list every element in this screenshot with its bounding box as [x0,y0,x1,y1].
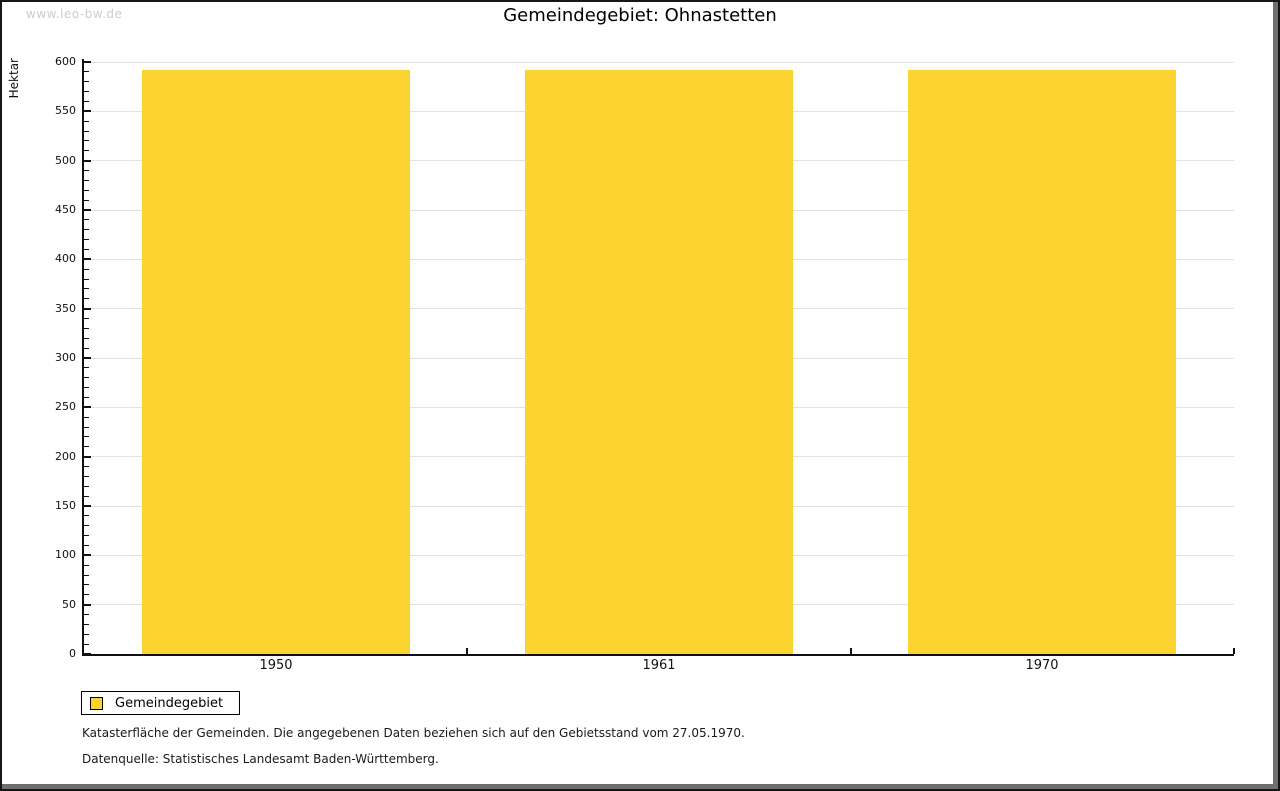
y-axis-tick-label: 50 [62,597,76,611]
y-axis-minor-tick [84,495,89,497]
y-axis-minor-tick [84,189,89,191]
y-axis-tick-label: 450 [55,203,76,216]
y-axis-tick-label: 200 [55,449,76,463]
y-axis-major-tick [84,653,91,655]
y-axis-tick-label: 400 [55,252,76,266]
bar-1961 [525,69,793,654]
y-axis-minor-tick [84,239,89,241]
y-axis-tick-label: 550 [55,104,76,118]
y-axis-minor-tick [84,150,89,152]
chart-title: Gemeindegebiet: Ohnastetten [503,5,777,26]
y-axis-tick-label: 500 [55,153,76,167]
y-axis-minor-tick [84,81,89,83]
y-axis-minor-tick [84,179,89,181]
y-axis-minor-tick [84,515,89,517]
x-axis-tick [850,648,852,654]
y-axis-minor-tick [84,485,89,487]
y-axis-minor-tick [84,248,89,250]
y-axis-major-tick [84,603,91,606]
y-axis-major-tick [84,406,91,409]
x-axis-line [82,654,1234,656]
y-axis-minor-tick [84,387,89,389]
y-axis-major-tick [84,554,91,557]
y-axis-minor-tick [84,643,89,645]
y-axis-minor-tick [84,633,89,635]
y-axis-minor-tick [84,544,89,546]
y-axis-minor-tick [84,416,89,418]
y-axis-minor-tick [84,229,89,231]
y-axis-line [82,59,84,656]
y-axis-minor-tick [84,525,89,527]
footnote-source-note: Katasterfläche der Gemeinden. Die angege… [82,726,745,740]
x-axis-tick [466,648,468,654]
y-axis-minor-tick [84,100,89,102]
y-axis-minor-tick [84,436,89,438]
y-axis-minor-tick [84,584,89,586]
frame-shadow-bottom [2,784,1278,789]
y-axis-minor-tick [84,278,89,280]
bar-1970 [908,69,1176,654]
y-axis-tick-label: 300 [55,351,76,364]
y-axis-minor-tick [84,475,89,477]
y-axis-minor-tick [84,120,89,122]
y-axis-tick-label: 150 [55,499,76,512]
x-axis-tick-label: 1970 [1025,658,1059,673]
y-axis-minor-tick [84,623,89,625]
y-axis-minor-tick [84,71,89,73]
y-axis-major-tick [84,159,91,162]
y-axis-major-tick [84,505,91,507]
y-axis-minor-tick [84,91,89,93]
y-axis-major-tick [84,258,91,261]
legend-item-label: Gemeindegebiet [115,695,224,711]
y-axis-minor-tick [84,426,89,428]
footnote-data-source: Datenquelle: Statistisches Landesamt Bad… [82,752,439,766]
y-axis-minor-tick [84,594,89,596]
y-axis-major-tick [84,61,91,63]
y-axis-minor-tick [84,318,89,320]
y-axis-minor-tick [84,337,89,339]
y-axis-tick-label: 600 [55,55,76,68]
x-axis-tick-label: 1961 [642,658,676,673]
y-axis-minor-tick [84,574,89,576]
y-axis-minor-tick [84,535,89,537]
bar-1950 [142,69,410,654]
y-axis-major-tick [84,110,91,113]
y-axis-minor-tick [84,298,89,300]
y-axis-minor-tick [84,327,89,329]
y-axis-minor-tick [84,377,89,379]
y-axis-major-tick [84,455,91,458]
y-axis-minor-tick [84,268,89,270]
frame-shadow-right [1273,2,1278,789]
watermark-text: www.leo-bw.de [26,7,123,21]
y-axis-minor-tick [84,288,89,290]
y-axis-minor-tick [84,170,89,172]
legend: Gemeindegebiet [81,691,241,715]
y-axis-minor-tick [84,140,89,142]
legend-swatch-icon [90,696,103,710]
y-axis-major-tick [84,307,91,310]
gridline [84,61,1234,63]
y-axis-minor-tick [84,614,89,616]
y-axis-minor-tick [84,219,89,221]
y-axis-minor-tick [84,564,89,566]
y-axis-major-tick [84,209,91,211]
x-axis-tick [1233,648,1235,654]
x-axis-tick-label: 1950 [259,658,293,673]
y-axis-tick-label: 350 [55,301,76,315]
y-axis-minor-tick [84,396,89,398]
y-axis-minor-tick [84,347,89,349]
y-axis-minor-tick [84,446,89,448]
y-axis-tick-label: 250 [55,400,76,414]
y-axis-minor-tick [84,199,89,201]
y-axis-tick-label: 0 [69,647,76,660]
y-axis-major-tick [84,357,91,359]
y-axis-minor-tick [84,367,89,369]
y-axis-tick-label: 100 [55,548,76,562]
y-axis-minor-tick [84,466,89,468]
y-axis-minor-tick [84,130,89,132]
